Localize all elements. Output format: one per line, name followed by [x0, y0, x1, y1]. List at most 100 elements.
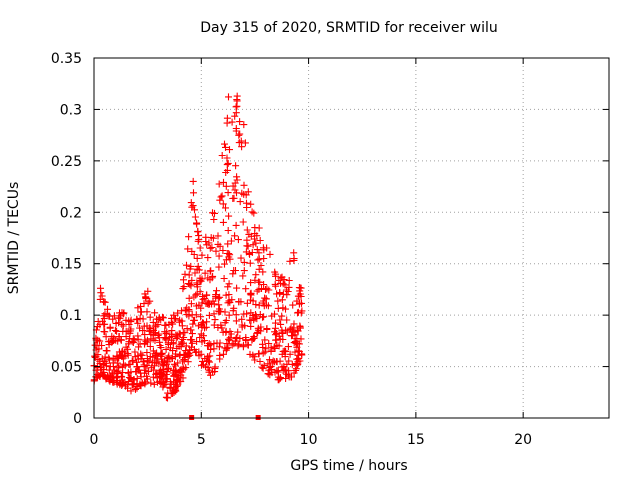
x-tick-label: 20: [514, 432, 532, 448]
data-point: [159, 358, 166, 366]
data-point: [117, 379, 125, 387]
data-point: [284, 343, 292, 351]
data-point: [91, 341, 99, 349]
data-point: [142, 378, 150, 386]
data-point: [235, 131, 243, 139]
data-point: [282, 326, 290, 334]
data-point: [229, 195, 237, 202]
data-point: [160, 365, 167, 373]
data-point: [215, 343, 223, 351]
data-point: [290, 257, 298, 264]
y-tick-label: 0.2: [60, 205, 82, 221]
data-point: [182, 342, 190, 350]
data-point: [106, 323, 114, 331]
data-point: [223, 154, 231, 162]
data-point: [177, 378, 185, 386]
y-tick-label: 0.35: [51, 51, 82, 67]
data-point: [259, 364, 267, 372]
data-point: [262, 344, 270, 352]
data-point: [151, 350, 159, 358]
data-point: [146, 343, 154, 350]
data-point: [274, 304, 282, 312]
data-point: [224, 299, 232, 307]
data-point: [223, 114, 231, 122]
axis-ticks: [93, 57, 609, 419]
data-point: [153, 374, 161, 382]
data-point: [195, 322, 202, 330]
data-point: [207, 234, 215, 242]
data-point: [185, 233, 193, 241]
data-point: [186, 265, 194, 273]
data-point: [193, 283, 201, 291]
data-point: [215, 307, 223, 315]
data-point: [285, 277, 293, 284]
data-point: [174, 309, 182, 317]
data-point: [236, 130, 244, 138]
data-point: [105, 366, 113, 374]
data-point: [189, 177, 197, 185]
data-point: [240, 310, 248, 318]
data-point: [237, 298, 245, 306]
data-point: [159, 314, 167, 322]
data-point: [232, 311, 240, 319]
y-tick-label: 0.25: [51, 154, 82, 170]
data-point: [162, 334, 170, 342]
data-point: [104, 305, 111, 313]
data-point: [173, 372, 181, 380]
data-point: [183, 325, 191, 332]
data-point: [151, 309, 159, 317]
data-point: [167, 330, 175, 338]
data-point: [180, 350, 188, 358]
data-point: [133, 380, 141, 388]
data-point: [296, 284, 304, 292]
data-point: [236, 198, 244, 206]
data-point: [255, 249, 263, 257]
data-point: [255, 350, 262, 358]
data-point: [132, 385, 139, 393]
data-point: [102, 359, 110, 367]
data-point: [118, 347, 126, 355]
data-point: [292, 365, 300, 373]
data-point: [157, 344, 165, 351]
data-point: [139, 327, 147, 335]
data-point: [259, 313, 266, 321]
data-point: [184, 245, 192, 253]
data-point: [265, 366, 273, 374]
data-point: [225, 336, 233, 344]
data-point: [225, 291, 233, 299]
data-point: [189, 202, 197, 210]
data-point: [221, 260, 228, 268]
data-point: [164, 354, 172, 362]
data-point: [266, 250, 274, 258]
x-tick-label: 15: [407, 432, 425, 448]
data-point: [137, 373, 145, 381]
data-point: [99, 372, 107, 380]
data-point: [139, 358, 147, 366]
data-point: [101, 328, 109, 336]
data-point: [219, 200, 227, 208]
data-point: [176, 330, 184, 338]
data-point: [218, 324, 226, 332]
data-point: [251, 224, 259, 232]
data-point: [183, 261, 190, 269]
data-point: [188, 311, 196, 319]
data-point: [233, 173, 241, 181]
x-tick-label: 10: [300, 432, 318, 448]
data-point: [247, 316, 255, 324]
data-point: [97, 284, 104, 292]
data-point: [127, 318, 135, 326]
data-point: [272, 282, 280, 290]
data-point: [240, 258, 248, 266]
data-point: [191, 316, 198, 324]
data-point: [141, 340, 148, 347]
data-point: [133, 363, 141, 371]
data-point: [276, 289, 284, 297]
data-point: [143, 308, 151, 316]
data-point: [196, 244, 204, 252]
y-tick-label: 0.1: [60, 308, 82, 324]
data-point: [210, 216, 218, 223]
data-point: [143, 349, 151, 356]
data-point: [246, 259, 254, 267]
data-point: [281, 281, 289, 289]
